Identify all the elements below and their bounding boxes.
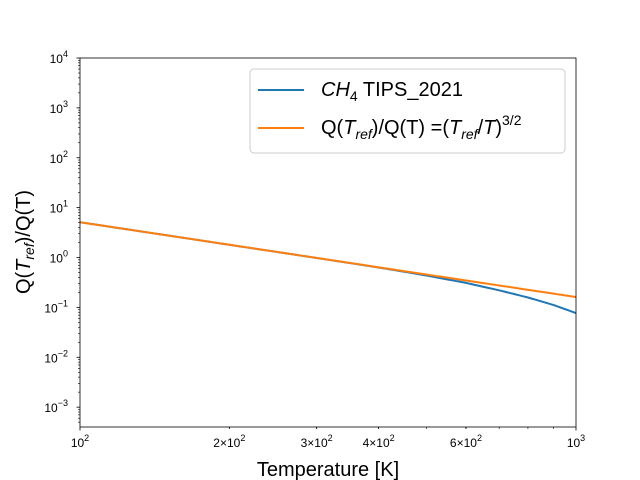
series-layer [79,221,577,315]
y-tick-label: 104 [50,49,68,66]
y-tick-label: 102 [50,149,68,166]
y-axis-label-sub: ref [21,241,37,259]
y-axis-label-var: T [13,258,35,272]
x-tick-label: 103 [567,433,585,450]
y-tick-label: 101 [50,199,68,216]
y-axis-label-prefix: Q( [13,271,35,294]
legend-box [249,68,566,154]
x-axis-label: Temperature [K] [257,459,399,480]
series-line-1 [79,221,577,299]
plot-frame [79,57,577,428]
y-tick-label: 100 [50,249,68,266]
y-tick-label: 10−3 [44,398,68,415]
y-tick-label: 103 [50,99,68,116]
y-axis-label: Q(Tref)/Q(T) [13,190,37,294]
y-axis-ticks: 10−3 10−2 10−1 100 101 102 103 104 [44,49,80,423]
x-tick-label: 3×102 [301,433,333,450]
x-tick-label: 6×102 [450,433,482,450]
y-tick-label: 10−2 [44,348,68,365]
legend-label-power-law: Q(Tref)/Q(T) =(Tref/T)3/2 [321,112,522,142]
legend: CH4 TIPS_2021 Q(Tref)/Q(T) =(Tref/T)3/2 [249,68,566,154]
legend-label-tips: CH4 TIPS_2021 [321,79,463,104]
x-tick-label: 4×102 [363,433,395,450]
x-tick-label: 2×102 [213,433,245,450]
y-axis-label-suffix: )/Q(T) [13,190,35,243]
y-tick-label: 10−1 [44,298,68,315]
x-axis-ticks: 102 2×102 3×102 4×102 6×102 103 [71,427,585,450]
x-tick-label: 102 [71,433,89,450]
